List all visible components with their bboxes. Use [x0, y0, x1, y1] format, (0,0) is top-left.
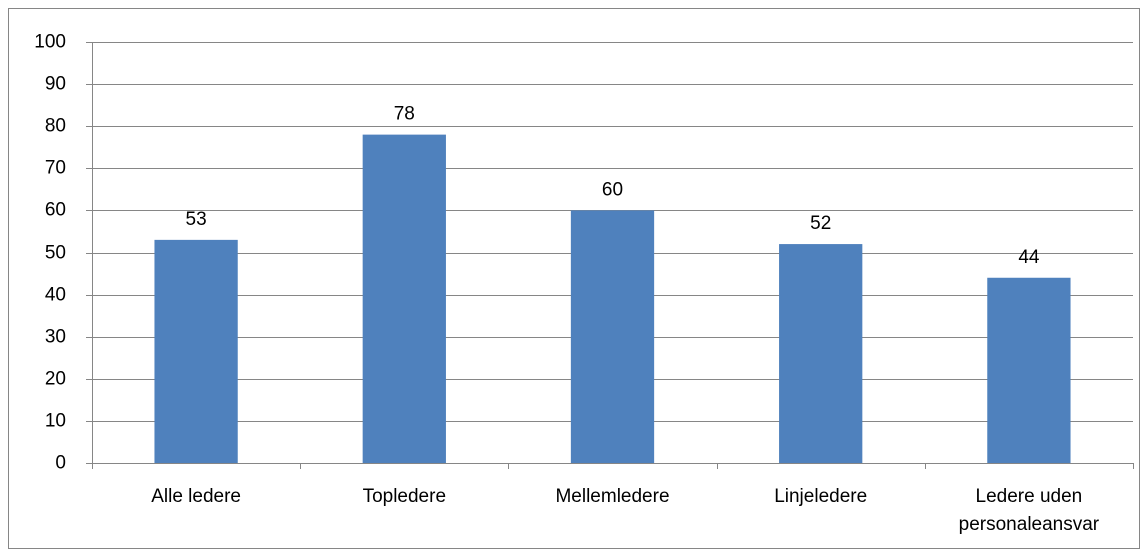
- y-tick-label: 30: [45, 327, 66, 348]
- y-tick-label: 50: [45, 243, 66, 264]
- data-label: 53: [186, 209, 207, 230]
- data-label: 44: [1018, 247, 1040, 268]
- data-label: 78: [394, 104, 415, 125]
- x-tick-label: Alle ledere: [151, 486, 241, 507]
- x-tick-label: Ledere uden personaleansvar: [959, 486, 1100, 535]
- y-tick-label: 70: [45, 158, 66, 179]
- bar: [362, 134, 446, 463]
- x-tick-label: Topledere: [363, 486, 446, 507]
- y-tick-label: 10: [45, 411, 66, 432]
- y-tick-label: 40: [45, 285, 66, 306]
- y-tick-label: 60: [45, 200, 66, 221]
- x-tick-label: Linjeledere: [774, 486, 867, 507]
- data-label: 52: [810, 213, 831, 234]
- x-tick-label: Mellemledere: [555, 486, 669, 507]
- y-tick-label: 90: [45, 74, 66, 95]
- y-tick-label: 80: [45, 116, 66, 137]
- bar: [570, 210, 655, 463]
- data-label: 60: [602, 179, 623, 200]
- y-tick-label: 100: [34, 32, 66, 53]
- bar: [987, 277, 1071, 463]
- bar: [779, 244, 863, 463]
- y-tick-label: 0: [55, 453, 66, 474]
- y-tick-label: 20: [45, 369, 66, 390]
- bar: [154, 239, 238, 463]
